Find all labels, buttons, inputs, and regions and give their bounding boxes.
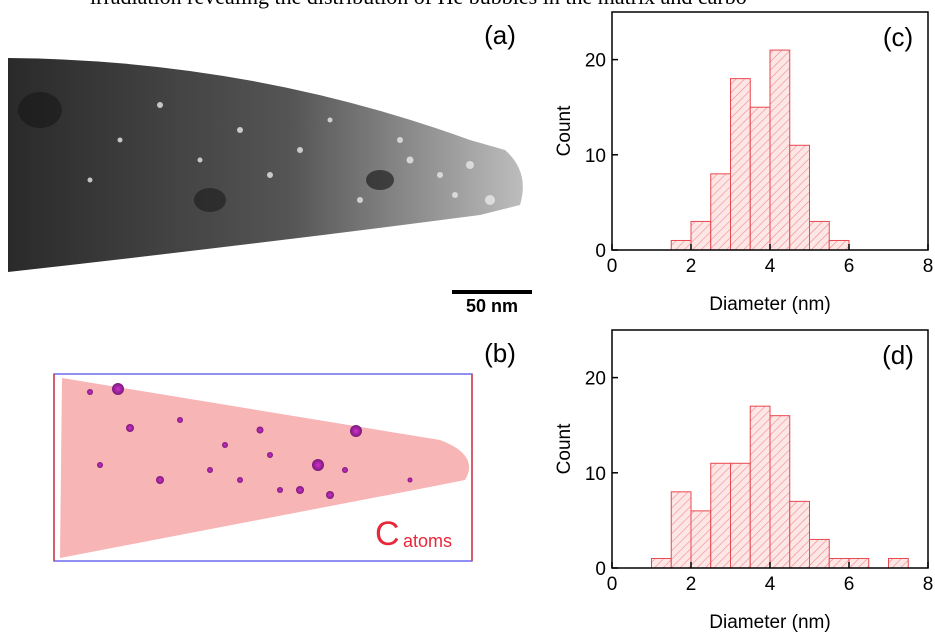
- y-tick-label: 10: [585, 146, 606, 167]
- tem-image: [8, 58, 523, 272]
- panel-label: (b): [484, 338, 516, 368]
- scale-bar: [452, 290, 532, 294]
- bar: [789, 500, 810, 569]
- x-tick-label: 0: [607, 256, 618, 277]
- y-axis-label: Count: [554, 423, 575, 474]
- element-note: atoms: [403, 531, 452, 551]
- panel-label: (c): [883, 22, 913, 52]
- scale-bar-label: 50 nm: [466, 296, 518, 316]
- x-axis-label: Diameter (nm): [709, 612, 830, 633]
- x-tick-label: 6: [844, 256, 855, 277]
- x-tick-label: 4: [765, 574, 776, 595]
- x-tick-label: 0: [607, 574, 618, 595]
- bar: [809, 220, 830, 251]
- bar: [809, 538, 830, 569]
- panel-label: (a): [484, 20, 516, 50]
- bar: [710, 173, 731, 251]
- x-tick-label: 8: [923, 574, 934, 595]
- bar: [769, 415, 791, 569]
- element-label: C: [375, 515, 400, 553]
- bar: [828, 239, 850, 251]
- x-tick-label: 4: [765, 256, 776, 277]
- bar: [651, 557, 672, 569]
- atom-map: [53, 373, 473, 562]
- bar: [730, 462, 751, 569]
- y-tick-label: 0: [595, 559, 606, 580]
- y-tick-label: 10: [585, 464, 606, 485]
- bar: [828, 557, 850, 569]
- bar: [789, 144, 810, 251]
- y-tick-label: 0: [595, 241, 606, 262]
- y-tick-label: 20: [585, 369, 606, 390]
- bar: [730, 78, 751, 251]
- y-axis-label: Count: [554, 105, 575, 156]
- x-tick-label: 2: [686, 574, 697, 595]
- x-tick-label: 8: [923, 256, 934, 277]
- x-axis-label: Diameter (nm): [709, 294, 830, 315]
- bar: [848, 557, 870, 569]
- caption: irradiation revealing the distribution o…: [90, 0, 747, 9]
- bar: [670, 239, 692, 251]
- x-tick-label: 6: [844, 574, 855, 595]
- bar: [690, 510, 712, 569]
- bar: [749, 405, 771, 569]
- bar: [690, 220, 712, 251]
- bar: [769, 49, 791, 251]
- bar: [749, 106, 771, 251]
- y-tick-label: 20: [585, 51, 606, 72]
- x-tick-label: 2: [686, 256, 697, 277]
- bar: [710, 462, 731, 569]
- panel-label: (d): [882, 340, 914, 370]
- bar: [888, 557, 909, 569]
- bar: [670, 491, 692, 569]
